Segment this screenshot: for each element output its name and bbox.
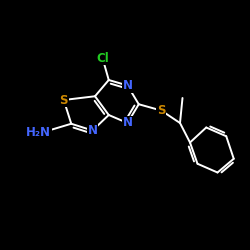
Text: N: N	[88, 124, 98, 137]
Text: H₂N: H₂N	[26, 126, 51, 138]
Text: Cl: Cl	[96, 52, 109, 64]
Text: N: N	[122, 79, 132, 92]
Text: N: N	[122, 116, 132, 130]
Text: S: S	[60, 94, 68, 106]
Text: S: S	[157, 104, 166, 117]
